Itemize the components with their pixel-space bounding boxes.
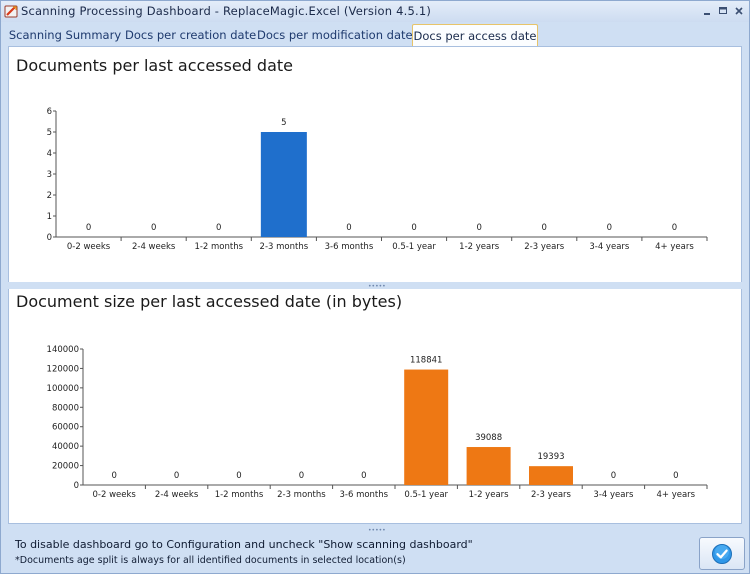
data-label: 0 (346, 223, 351, 233)
bar (529, 466, 573, 485)
y-tick-label: 120000 (47, 364, 79, 374)
x-tick-label: 0-2 weeks (93, 490, 137, 500)
bar (404, 369, 449, 485)
replacemagic-app-icon (4, 5, 18, 18)
data-label: 19393 (537, 452, 564, 462)
data-label: 0 (611, 471, 616, 481)
data-label: 118841 (410, 356, 442, 366)
x-tick-label: 1-2 months (215, 490, 264, 500)
maximize-icon[interactable] (717, 5, 729, 17)
x-tick-label: 3-6 months (325, 242, 374, 252)
y-tick-label: 100000 (47, 384, 79, 394)
y-tick-label: 60000 (52, 423, 79, 433)
close-icon[interactable] (733, 5, 745, 17)
y-tick-label: 5 (47, 128, 52, 138)
x-tick-label: 4+ years (656, 490, 695, 500)
y-tick-label: 80000 (52, 403, 79, 413)
tab-docs-per-access-date[interactable]: Docs per access date (412, 24, 538, 47)
y-tick-label: 3 (47, 170, 52, 180)
data-label: 0 (673, 471, 678, 481)
bar (260, 132, 307, 237)
tab-scanning-summary[interactable]: Scanning Summary (8, 28, 122, 42)
data-label: 0 (476, 223, 481, 233)
window-title: Scanning Processing Dashboard - ReplaceM… (21, 4, 432, 18)
x-tick-label: 0.5-1 year (404, 490, 448, 500)
chart-title-doc-size: Document size per last accessed date (in… (16, 292, 403, 311)
x-tick-label: 0-2 weeks (67, 242, 111, 252)
tab-docs-per-modification-date[interactable]: Docs per modification date (257, 28, 413, 42)
ok-button[interactable] (699, 537, 745, 570)
y-tick-label: 140000 (47, 345, 79, 355)
y-tick-label: 1 (47, 212, 52, 222)
x-tick-label: 2-3 months (260, 242, 309, 252)
data-label: 0 (86, 223, 91, 233)
data-label: 0 (542, 223, 547, 233)
data-label: 0 (111, 471, 116, 481)
x-tick-label: 1-2 years (459, 242, 500, 252)
data-label: 0 (672, 223, 677, 233)
data-label: 0 (411, 223, 416, 233)
x-tick-label: 0.5-1 year (392, 242, 436, 252)
doc-size-chart: 0 20000 40000 60000 80000 100000 120000 140000 0… (47, 345, 708, 500)
x-tick-label: 2-3 years (531, 490, 572, 500)
chart-splitter[interactable]: ••••• (8, 282, 742, 290)
status-area: To disable dashboard go to Configuration… (8, 534, 742, 571)
status-splitter[interactable]: ••••• (8, 526, 742, 534)
data-label: 0 (151, 223, 156, 233)
checkmark-icon (712, 544, 732, 564)
y-tick-label: 4 (47, 149, 52, 159)
y-tick-label: 2 (47, 191, 52, 201)
data-label: 0 (236, 471, 241, 481)
data-label: 5 (281, 118, 286, 128)
x-tick-label: 3-4 years (593, 490, 634, 500)
x-tick-label: 2-3 months (277, 490, 326, 500)
x-tick-label: 4+ years (655, 242, 694, 252)
status-hint: To disable dashboard go to Configuration… (15, 538, 473, 551)
data-label: 0 (361, 471, 366, 481)
x-tick-label: 1-2 years (469, 490, 510, 500)
bar (466, 447, 511, 485)
y-tick-label: 0 (74, 481, 79, 491)
data-label: 0 (607, 223, 612, 233)
minimize-icon[interactable] (701, 5, 713, 17)
tab-strip: Scanning Summary Docs per creation date … (8, 24, 748, 47)
x-tick-label: 2-4 weeks (155, 490, 199, 500)
title-bar[interactable]: Scanning Processing Dashboard - ReplaceM… (1, 1, 749, 22)
data-label: 0 (299, 471, 304, 481)
chart-title-doc-count: Documents per last accessed date (16, 56, 293, 75)
x-tick-label: 3-6 months (339, 490, 388, 500)
data-label: 0 (174, 471, 179, 481)
y-tick-label: 0 (47, 233, 52, 243)
doc-count-chart: 0 1 2 3 4 5 6 0 0-2 weeks 0 2-4 weeks 0 1-2 months 5 2… (47, 107, 708, 252)
y-tick-label: 20000 (52, 462, 79, 472)
data-label: 0 (216, 223, 221, 233)
status-footnote: *Documents age split is always for all i… (15, 555, 406, 566)
x-tick-label: 2-3 years (524, 242, 565, 252)
x-tick-label: 1-2 months (194, 242, 243, 252)
y-tick-label: 6 (47, 107, 52, 117)
x-tick-label: 2-4 weeks (132, 242, 176, 252)
tab-docs-per-creation-date[interactable]: Docs per creation date (125, 28, 257, 42)
x-tick-label: 3-4 years (589, 242, 630, 252)
data-label: 39088 (475, 433, 502, 443)
y-tick-label: 40000 (52, 442, 79, 452)
